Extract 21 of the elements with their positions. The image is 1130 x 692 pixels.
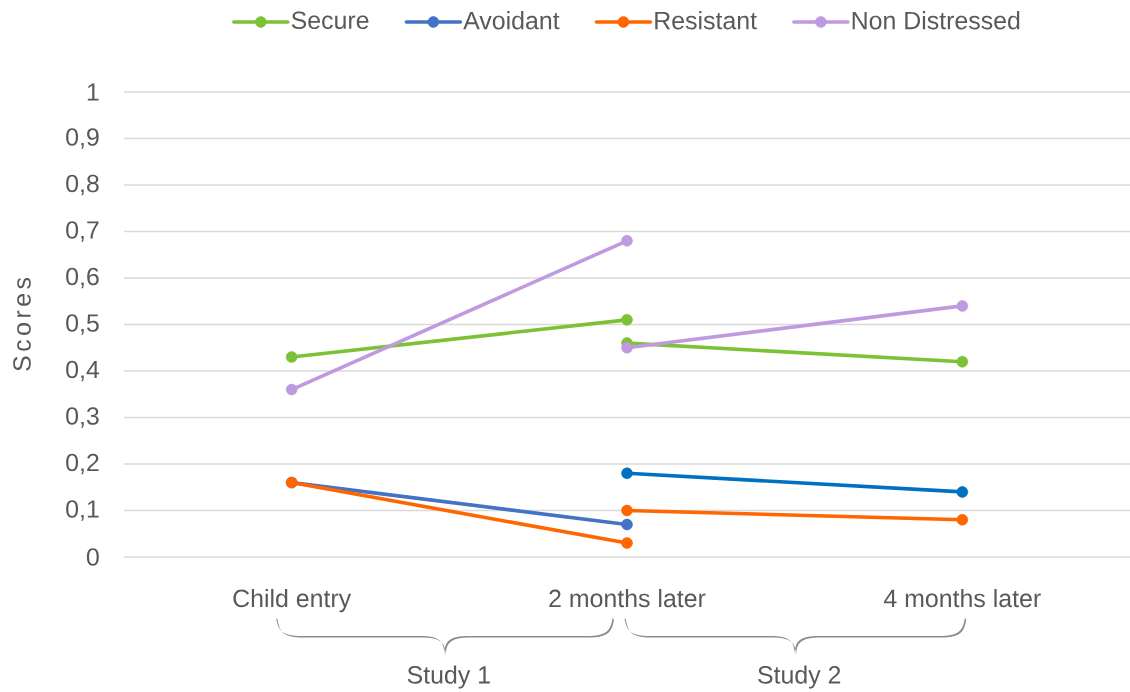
legend-label: Secure [291,11,369,30]
y-tick-label: 0,2 [66,453,99,475]
legend-label: Resistant [655,11,757,30]
y-tick-label: 0,3 [66,407,99,428]
y-tick-label: 1 [87,83,99,101]
y-tick-label: 0,8 [66,174,99,196]
y-tick-label: 0,4 [66,360,100,382]
y-tick-label: 0,7 [66,221,99,242]
y-tick-label: 0,1 [66,500,99,521]
x-tick-label: Child entry [233,588,352,613]
text: Study 1 [407,665,490,689]
legend-label: Avoidant [463,11,560,30]
y-tick-label: 0 [86,548,99,566]
legend-label: Non Distressed [852,11,1020,30]
text: Study 2 [758,665,841,689]
y-tick-label: 0,9 [66,128,99,149]
x-tick-label: 4 months later [883,588,1041,608]
y-tick-label: 0,5 [66,314,99,335]
x-tick-label: 2 months later [549,588,706,608]
y-tick-label: 0,6 [66,267,99,289]
y-axis-title: Scores [13,277,31,371]
